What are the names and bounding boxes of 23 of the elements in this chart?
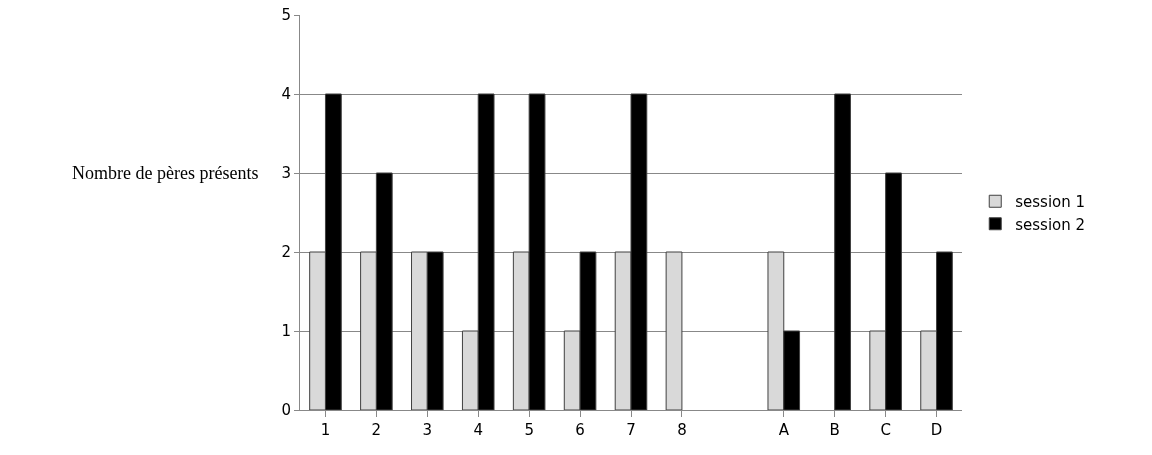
y-tick-label: 1 — [281, 322, 291, 341]
x-tick-label: C — [880, 421, 891, 439]
x-tick-label: 2 — [371, 421, 382, 439]
y-axis-title: Nombre de pères présents — [72, 163, 259, 183]
y-tick-label: 0 — [281, 401, 291, 420]
x-tick-label: B — [829, 421, 840, 439]
x-tick-label: 6 — [575, 421, 585, 439]
y-tick-label: 3 — [281, 164, 291, 183]
bar — [834, 93, 851, 410]
y-tick-label: 5 — [281, 6, 291, 25]
bar — [665, 251, 683, 410]
y-tick-label: 2 — [281, 243, 291, 262]
x-tick-label: 5 — [524, 421, 534, 439]
legend-label: session 2 — [1015, 215, 1086, 234]
x-tick-label: 8 — [677, 421, 687, 439]
x-tick-label: D — [930, 421, 943, 439]
x-tick-label: A — [778, 421, 790, 439]
x-tick-label: 7 — [626, 421, 636, 439]
x-tick-label: 3 — [422, 421, 433, 439]
x-tick-label: 4 — [473, 421, 483, 439]
y-tick-label: 4 — [281, 85, 291, 104]
legend-label: session 1 — [1015, 193, 1086, 212]
x-tick-label: 1 — [320, 421, 331, 439]
